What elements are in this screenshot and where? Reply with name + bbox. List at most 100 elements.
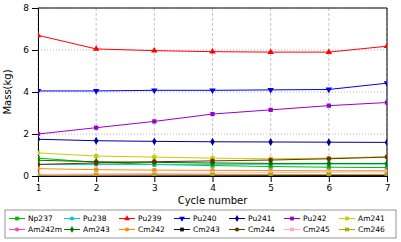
point [327, 156, 331, 160]
y-axis: 02468 [23, 3, 38, 181]
point [94, 161, 99, 166]
tick-label: 5 [268, 183, 274, 193]
series-line [38, 157, 387, 164]
legend-marker [290, 217, 294, 221]
legend-marker [179, 217, 185, 222]
point [94, 137, 99, 145]
tick-label: 2 [23, 129, 29, 139]
frame [38, 8, 387, 9]
tick: 5 [268, 176, 274, 193]
tick-mark [154, 176, 155, 182]
tick: 8 [23, 3, 38, 13]
point [152, 158, 157, 166]
tick-label: 6 [23, 45, 29, 55]
point [268, 138, 273, 146]
legend-label: Np237 [28, 214, 53, 223]
tick-mark [32, 8, 38, 9]
tick-label: 4 [210, 183, 216, 193]
tick-mark [271, 176, 272, 182]
series [38, 156, 387, 167]
axis-domain [32, 9, 39, 177]
point [326, 48, 332, 54]
point [152, 119, 156, 123]
tick-mark [213, 176, 214, 182]
tick-mark [32, 176, 38, 177]
legend-item: Pu242 [284, 214, 327, 223]
legend-label: Pu241 [248, 214, 272, 223]
legend: Np237Pu238Pu239Pu240Pu241Pu242Am241Am242… [5, 210, 396, 238]
tick: 7 [385, 176, 391, 193]
point [92, 171, 100, 176]
legend-label: Am242m [28, 225, 62, 234]
point [326, 156, 331, 161]
tick: 3 [152, 176, 158, 193]
legend-label: Pu242 [303, 214, 327, 223]
point [327, 138, 332, 146]
legend-label: Cm242 [138, 225, 165, 234]
point [267, 171, 275, 176]
point [150, 171, 158, 176]
tick: 1 [36, 176, 42, 193]
point [94, 158, 99, 166]
point [93, 89, 99, 95]
legend-marker [70, 226, 74, 233]
chart: 123456702468Cycle numberMass(kg)Np237Pu2… [0, 0, 401, 242]
series-line [38, 103, 387, 135]
point [93, 45, 99, 51]
point [38, 132, 40, 136]
legend-label: Am243 [83, 225, 110, 234]
point [151, 47, 157, 53]
point [325, 171, 333, 176]
legend-item: Am241 [339, 214, 385, 223]
point [383, 170, 387, 176]
legend-item: Np237 [9, 214, 53, 223]
x-axis: 1234567 [36, 176, 391, 193]
point [267, 48, 273, 54]
legend-item: Cm244 [229, 225, 275, 234]
series [38, 170, 387, 176]
legend-label: Cm245 [303, 225, 330, 234]
legend-marker [235, 227, 239, 231]
tick-label: 6 [326, 183, 332, 193]
point [210, 158, 215, 163]
legend-marker [288, 226, 295, 233]
point [209, 48, 215, 54]
tick-label: 1 [36, 183, 42, 193]
legend-label: Pu239 [138, 214, 162, 223]
legend-marker [15, 217, 19, 221]
point [210, 159, 215, 167]
legend-marker [124, 215, 130, 220]
tick-label: 3 [152, 183, 158, 193]
tick: 0 [23, 171, 38, 181]
point [38, 151, 40, 155]
tick-mark [32, 134, 38, 135]
point [269, 108, 273, 112]
legend-label: Cm243 [193, 225, 220, 234]
point [94, 167, 99, 172]
point [38, 162, 40, 167]
tick-label: 8 [23, 3, 29, 13]
legend-frame [5, 210, 396, 238]
grid-line-x [387, 8, 388, 176]
tick: 2 [23, 129, 38, 139]
tick-mark [32, 92, 38, 93]
point [94, 126, 98, 130]
point [38, 166, 40, 171]
legend-marker [180, 228, 184, 232]
tick-mark [329, 176, 330, 182]
legend-label: Cm246 [358, 225, 385, 234]
tick-label: 0 [23, 171, 29, 181]
point [385, 155, 387, 160]
frame [387, 8, 388, 176]
legend-item: Am243 [64, 225, 110, 234]
point [384, 42, 387, 48]
legend-label: Cm244 [248, 225, 275, 234]
legend-item: Pu240 [174, 214, 217, 223]
point [385, 138, 387, 146]
legend-item: Cm246 [339, 225, 385, 234]
point [38, 162, 40, 167]
point [151, 88, 157, 94]
grid [38, 8, 387, 176]
legend-marker [15, 227, 19, 231]
series [38, 155, 387, 167]
